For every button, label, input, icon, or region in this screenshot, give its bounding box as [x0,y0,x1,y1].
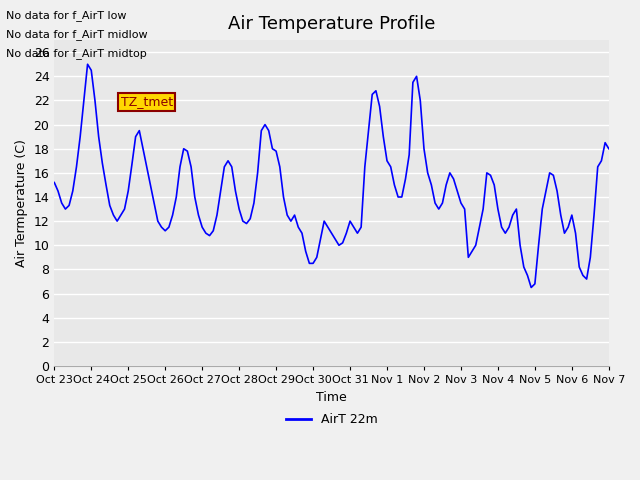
Title: Air Temperature Profile: Air Temperature Profile [228,15,435,33]
Text: No data for f_AirT midtop: No data for f_AirT midtop [6,48,147,59]
X-axis label: Time: Time [316,391,347,404]
Y-axis label: Air Termperature (C): Air Termperature (C) [15,139,28,267]
Text: No data for f_AirT midlow: No data for f_AirT midlow [6,29,148,40]
Text: TZ_tmet: TZ_tmet [121,95,173,108]
Legend: AirT 22m: AirT 22m [281,408,383,432]
Text: No data for f_AirT low: No data for f_AirT low [6,10,127,21]
